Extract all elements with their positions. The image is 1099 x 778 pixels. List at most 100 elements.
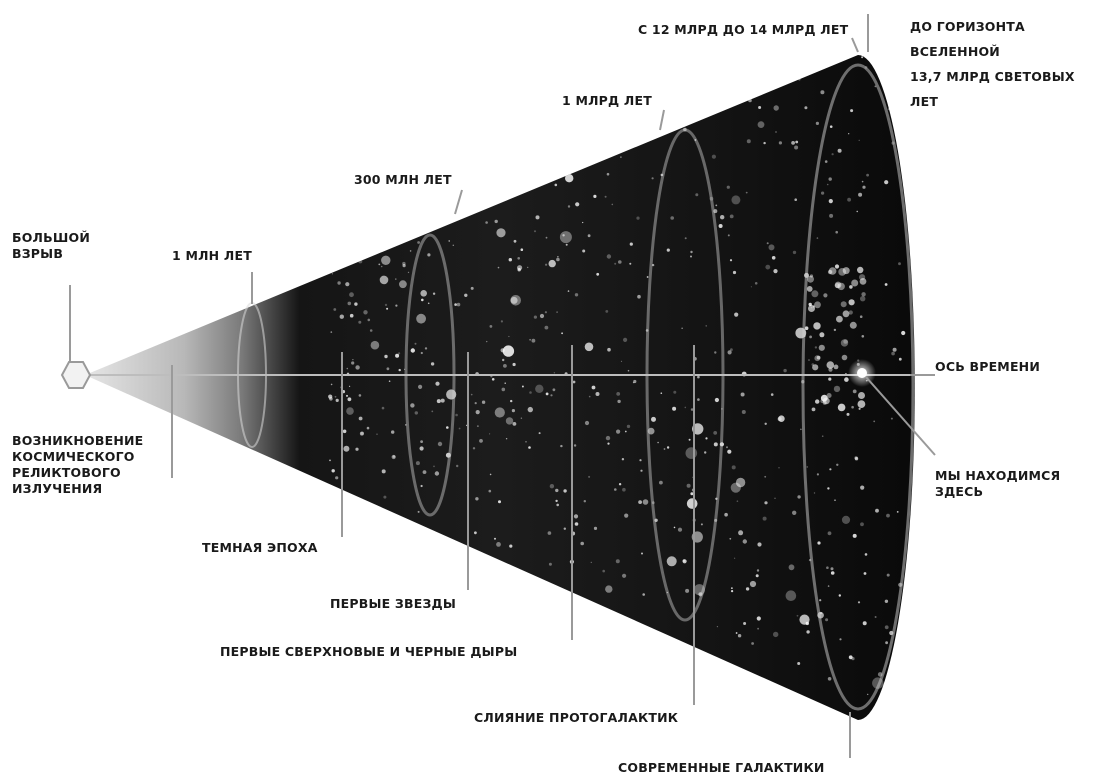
galaxy-dot <box>420 440 423 443</box>
galaxy-dot <box>504 382 506 384</box>
galaxy-dot <box>605 310 609 313</box>
leader-300m <box>454 189 463 215</box>
galaxy-dot <box>846 412 850 416</box>
galaxy-dot <box>410 348 415 353</box>
galaxy-dot <box>816 237 819 239</box>
galaxy-dot <box>508 258 512 262</box>
galaxy-dot <box>713 209 718 214</box>
galaxy-dot <box>330 383 333 386</box>
galaxy-dot <box>565 243 568 246</box>
galaxy-dot <box>862 621 867 626</box>
galaxy-dot <box>867 693 869 696</box>
galaxy-dot <box>863 52 865 54</box>
galaxy-dot <box>819 332 825 338</box>
galaxy-dot <box>349 313 354 318</box>
galaxy-dot <box>830 567 834 571</box>
galaxy-dot <box>395 353 400 358</box>
galaxy-dot <box>494 537 496 540</box>
galaxy-dot <box>414 411 418 415</box>
galaxy-dot <box>616 392 621 396</box>
galaxy-dot <box>622 573 627 578</box>
galaxy-dot <box>774 497 776 499</box>
galaxy-dot <box>859 278 867 285</box>
galaxy-dot <box>470 286 474 290</box>
galaxy-dot <box>582 221 584 224</box>
galaxy-dot <box>510 295 521 306</box>
galaxy-dot <box>347 397 352 402</box>
galaxy-dot <box>639 459 642 462</box>
galaxy-dot <box>828 377 832 381</box>
galaxy-dot <box>798 78 801 81</box>
galaxy-dot <box>746 139 751 144</box>
galaxy-dot <box>556 503 559 507</box>
galaxy-dot <box>657 441 659 444</box>
galaxy-dot <box>464 293 468 297</box>
galaxy-dot <box>827 487 830 490</box>
galaxy-dot <box>821 435 824 438</box>
galaxy-dot <box>409 250 412 252</box>
galaxy-dot <box>809 274 814 278</box>
galaxy-dot <box>863 572 867 575</box>
galaxy-dot <box>420 484 423 488</box>
galaxy-dot <box>567 290 570 292</box>
galaxy-dot <box>693 584 706 596</box>
galaxy-dot <box>885 641 888 645</box>
galaxy-dot <box>849 285 853 289</box>
galaxy-dot <box>859 315 863 319</box>
galaxy-dot <box>750 286 753 288</box>
galaxy-dot <box>545 392 549 396</box>
galaxy-dot <box>755 574 759 578</box>
galaxy-dot <box>901 330 906 336</box>
label-dark-age: ТЕМНАЯ ЭПОХА <box>202 540 318 555</box>
galaxy-dot <box>343 445 350 452</box>
galaxy-dot <box>890 417 893 420</box>
galaxy-dot <box>731 587 733 589</box>
galaxy-dot <box>475 410 480 415</box>
galaxy-dot <box>763 141 766 145</box>
galaxy-dot <box>715 204 718 207</box>
galaxy-dot <box>557 256 559 258</box>
galaxy-dot <box>510 399 513 403</box>
galaxy-dot <box>525 441 527 443</box>
galaxy-dot <box>575 202 580 207</box>
galaxy-dot <box>851 279 859 287</box>
galaxy-dot <box>545 263 548 266</box>
galaxy-dot <box>384 354 388 359</box>
galaxy-dot <box>838 268 847 276</box>
galaxy-dot <box>866 173 869 177</box>
galaxy-dot <box>804 326 809 331</box>
galaxy-dot <box>388 380 391 383</box>
galaxy-dot <box>808 305 815 312</box>
galaxy-dot <box>647 427 655 435</box>
galaxy-dot <box>688 438 691 441</box>
galaxy-dot <box>560 444 563 448</box>
galaxy-dot <box>857 266 864 274</box>
galaxy-dot <box>792 510 797 515</box>
galaxy-dot <box>535 384 544 393</box>
galaxy-dot <box>764 501 768 505</box>
galaxy-dot <box>858 407 861 410</box>
galaxy-dot <box>824 160 828 163</box>
galaxy-dot <box>705 325 707 327</box>
galaxy-dot <box>420 290 428 297</box>
galaxy-dot <box>828 267 837 275</box>
galaxy-dot <box>640 469 643 472</box>
galaxy-dot <box>834 281 842 289</box>
galaxy-dot <box>562 234 565 237</box>
galaxy-dot <box>685 447 698 459</box>
galaxy-dot <box>842 310 850 318</box>
galaxy-dot <box>848 655 853 660</box>
galaxy-dot <box>806 286 813 292</box>
galaxy-dot <box>745 191 748 194</box>
galaxy-dot <box>481 400 486 404</box>
galaxy-dot <box>591 385 596 390</box>
galaxy-dot <box>778 415 785 423</box>
galaxy-dot <box>622 487 626 492</box>
galaxy-dot <box>614 262 617 265</box>
galaxy-dot <box>841 515 851 525</box>
galaxy-dot <box>672 406 677 411</box>
galaxy-dot <box>367 318 371 322</box>
galaxy-dot <box>430 362 435 366</box>
galaxy-dot <box>666 248 670 252</box>
